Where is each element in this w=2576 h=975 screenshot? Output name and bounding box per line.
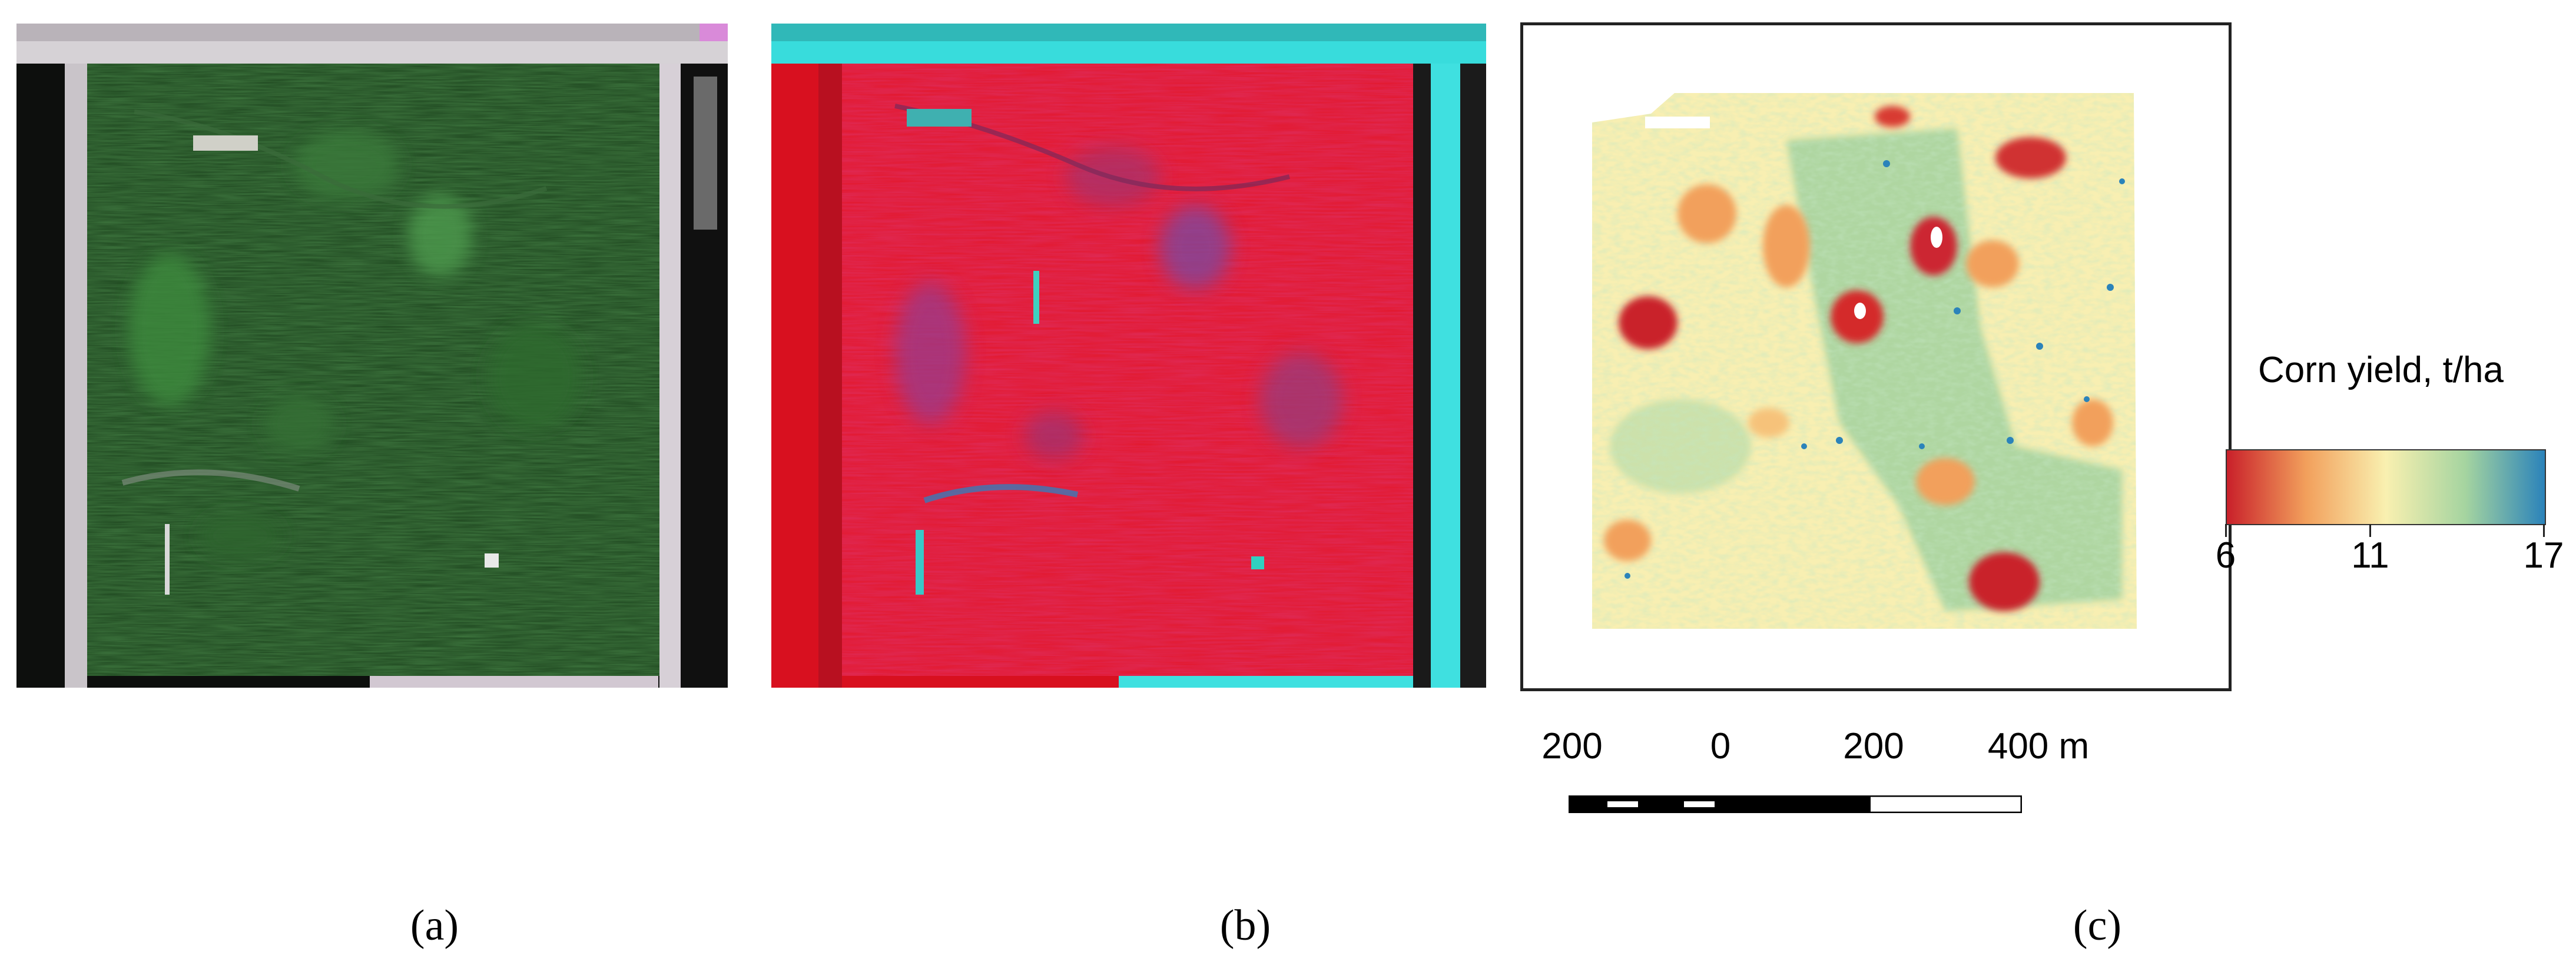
panel-label-c: (c) — [2073, 901, 2122, 950]
legend-tick-6 — [2225, 524, 2227, 537]
panel-label-a: (a) — [410, 901, 459, 950]
scale-bar — [1569, 795, 2022, 813]
legend-tick-11 — [2369, 524, 2372, 537]
scale-label-400-m: 400 m — [1987, 726, 2090, 767]
panel-a-natural-color-image — [16, 24, 728, 688]
yield-map — [1592, 93, 2137, 629]
panel-b-false-color-image — [771, 24, 1486, 688]
panel-c-yield-map-frame — [1520, 22, 2232, 691]
scale-label-0: 0 — [1710, 726, 1731, 767]
scale-label-200-left: 200 — [1541, 726, 1603, 767]
legend-tick-label-6: 6 — [2215, 535, 2236, 576]
legend-color-ramp — [2226, 449, 2546, 525]
panel-a-image — [16, 24, 728, 688]
panel-b-image — [771, 24, 1486, 688]
legend-tick-label-11: 11 — [2351, 535, 2389, 576]
legend-title: Corn yield, t/ha — [2258, 350, 2504, 390]
panel-label-b: (b) — [1219, 901, 1271, 950]
scale-label-200-right: 200 — [1843, 726, 1904, 767]
legend-tick-17 — [2543, 524, 2545, 537]
legend-tick-label-17: 17 — [2523, 535, 2564, 576]
